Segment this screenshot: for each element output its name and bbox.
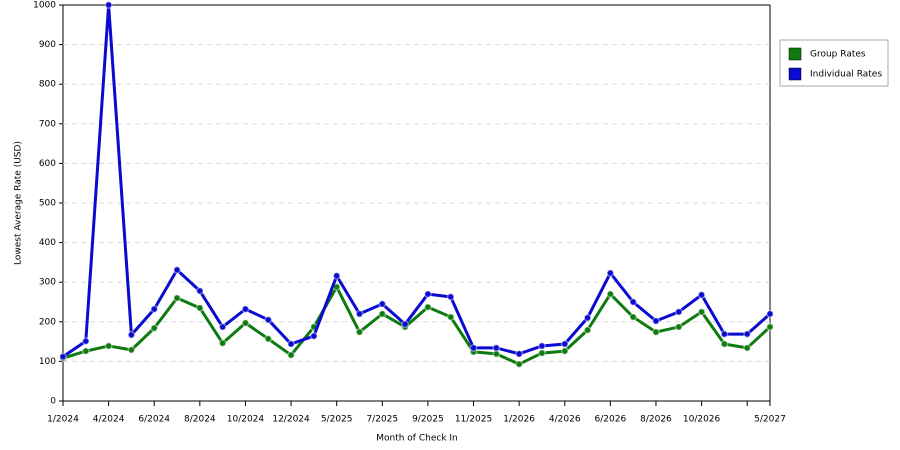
data-point xyxy=(697,307,706,316)
data-point xyxy=(766,309,774,318)
data-point xyxy=(332,271,341,280)
y-tick-label: 800 xyxy=(39,80,56,90)
data-point xyxy=(355,328,364,337)
data-point xyxy=(652,317,660,325)
data-point xyxy=(674,322,683,331)
data-point xyxy=(218,339,227,348)
data-point xyxy=(81,337,90,346)
x-tick-label: 5/2025 xyxy=(321,415,353,425)
data-point xyxy=(173,294,181,302)
data-point xyxy=(515,349,524,358)
data-point xyxy=(560,347,569,356)
y-tick-label: 600 xyxy=(39,159,56,169)
data-point xyxy=(195,303,204,312)
data-point xyxy=(355,309,364,318)
data-point xyxy=(423,303,432,312)
data-point xyxy=(378,309,387,318)
data-point xyxy=(537,349,546,358)
data-point xyxy=(264,315,273,324)
data-point xyxy=(515,360,524,369)
x-tick-label: 1/2024 xyxy=(47,415,79,425)
legend-label: Group Rates xyxy=(810,50,866,60)
y-tick-label: 400 xyxy=(39,238,56,248)
x-tick-label: 9/2025 xyxy=(412,415,444,425)
data-point xyxy=(287,340,296,348)
data-point xyxy=(743,343,752,352)
x-tick-label: 10/2024 xyxy=(227,415,265,425)
data-point xyxy=(606,269,615,278)
x-tick-label: 6/2026 xyxy=(595,415,627,425)
data-point xyxy=(423,290,432,299)
data-point xyxy=(583,313,592,322)
data-point xyxy=(173,265,181,274)
y-tick-label: 200 xyxy=(39,317,56,327)
x-axis-label: Month of Check In xyxy=(376,434,458,444)
y-tick-label: 0 xyxy=(50,397,56,407)
data-point xyxy=(127,345,136,354)
data-point xyxy=(195,286,204,295)
data-point xyxy=(606,290,615,299)
data-point xyxy=(150,324,159,333)
y-tick-label: 900 xyxy=(39,40,56,50)
data-point xyxy=(697,290,706,299)
data-point xyxy=(104,1,113,9)
data-point xyxy=(469,343,478,352)
data-point xyxy=(720,330,729,339)
x-tick-label: 11/2025 xyxy=(455,415,492,425)
data-point xyxy=(104,342,113,350)
data-point xyxy=(766,322,774,331)
data-point xyxy=(446,292,455,301)
data-point xyxy=(264,334,273,343)
data-point xyxy=(218,322,227,331)
data-point xyxy=(378,300,387,308)
data-point xyxy=(583,326,592,335)
y-tick-label: 700 xyxy=(39,119,56,129)
data-point xyxy=(629,313,638,321)
data-point xyxy=(287,351,296,360)
data-point xyxy=(59,352,67,361)
data-point xyxy=(537,342,546,350)
data-point xyxy=(309,332,318,341)
legend-swatch xyxy=(788,47,802,61)
data-point xyxy=(652,328,660,337)
data-point xyxy=(401,320,410,329)
x-tick-label: 4/2024 xyxy=(93,415,125,425)
series-line xyxy=(62,3,771,358)
series-line xyxy=(62,285,772,366)
y-axis-label: Lowest Average Rate (USD) xyxy=(14,141,24,265)
y-tick-label: 300 xyxy=(39,278,56,288)
data-point xyxy=(560,340,569,348)
x-tick-label: 4/2026 xyxy=(549,415,581,425)
x-tick-label: 12/2024 xyxy=(272,415,310,425)
y-tick-label: 500 xyxy=(39,199,56,209)
data-point xyxy=(492,343,501,352)
legend-label: Individual Rates xyxy=(810,70,882,80)
legend-swatch xyxy=(788,67,802,81)
x-tick-label: 1/2026 xyxy=(503,415,535,425)
data-point xyxy=(674,307,683,316)
data-point xyxy=(743,330,752,339)
data-point xyxy=(629,298,638,306)
data-point xyxy=(241,305,250,314)
data-point xyxy=(446,313,455,321)
data-point xyxy=(241,319,250,327)
data-point xyxy=(150,305,159,314)
y-tick-label: 1000 xyxy=(33,1,56,11)
data-point xyxy=(127,330,136,339)
x-tick-label: 8/2026 xyxy=(640,415,672,425)
data-point xyxy=(720,340,729,348)
x-tick-label: 6/2024 xyxy=(138,415,170,425)
x-tick-label: 7/2025 xyxy=(366,415,398,425)
x-tick-label: 10/2026 xyxy=(683,415,721,425)
y-tick-label: 100 xyxy=(39,357,56,367)
data-point xyxy=(81,347,90,356)
x-tick-label: 8/2024 xyxy=(184,415,216,425)
x-tick-label: 5/2027 xyxy=(754,415,786,425)
